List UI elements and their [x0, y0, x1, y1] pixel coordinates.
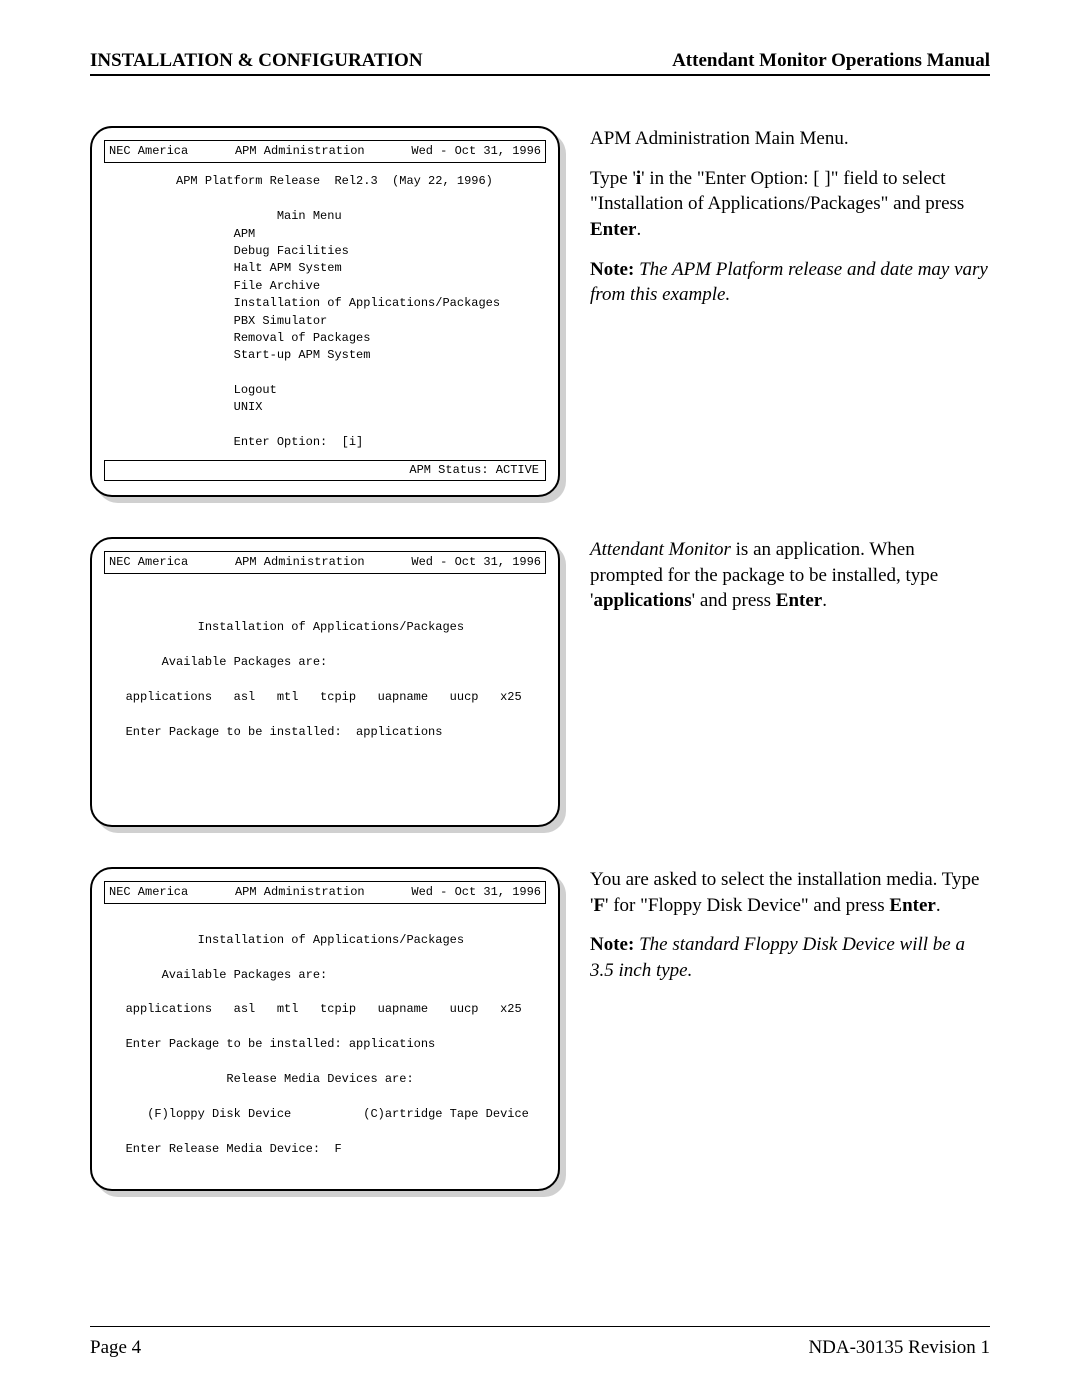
page-header: INSTALLATION & CONFIGURATION Attendant M…	[90, 50, 990, 74]
status-bar: APM Status: ACTIVE	[104, 460, 546, 481]
footer-rule	[90, 1326, 990, 1327]
page-footer: Page 4 NDA-30135 Revision 1	[90, 1337, 990, 1359]
footer-left: Page 4	[90, 1337, 141, 1359]
explain1-p1: APM Administration Main Menu.	[590, 126, 990, 152]
explain-1: APM Administration Main Menu. Type 'i' i…	[560, 126, 990, 322]
terminal-2-wrap: NEC America APM Administration Wed - Oct…	[90, 537, 560, 827]
term-date: Wed - Oct 31, 1996	[411, 143, 541, 160]
explain1-p2: Type 'i' in the "Enter Option: [ ]" fiel…	[590, 166, 990, 243]
page: INSTALLATION & CONFIGURATION Attendant M…	[0, 0, 1080, 1397]
terminal-header: NEC America APM Administration Wed - Oct…	[104, 551, 546, 574]
term-company: NEC America	[109, 143, 188, 160]
term-title: APM Administration	[235, 884, 365, 901]
section-3: NEC America APM Administration Wed - Oct…	[90, 867, 990, 1191]
section-1: NEC America APM Administration Wed - Oct…	[90, 126, 990, 497]
footer-right: NDA-30135 Revision 1	[808, 1337, 990, 1359]
terminal-2: NEC America APM Administration Wed - Oct…	[90, 537, 560, 827]
terminal-1: NEC America APM Administration Wed - Oct…	[90, 126, 560, 497]
header-rule	[90, 74, 990, 76]
terminal-header: NEC America APM Administration Wed - Oct…	[104, 881, 546, 904]
explain2-p1: Attendant Monitor is an application. Whe…	[590, 537, 990, 614]
terminal-3: NEC America APM Administration Wed - Oct…	[90, 867, 560, 1191]
explain1-note: Note: The APM Platform release and date …	[590, 257, 990, 308]
term-date: Wed - Oct 31, 1996	[411, 554, 541, 571]
header-right: Attendant Monitor Operations Manual	[672, 50, 990, 72]
section-2: NEC America APM Administration Wed - Oct…	[90, 537, 990, 827]
explain3-note: Note: The standard Floppy Disk Device wi…	[590, 932, 990, 983]
term-date: Wed - Oct 31, 1996	[411, 884, 541, 901]
terminal-3-wrap: NEC America APM Administration Wed - Oct…	[90, 867, 560, 1191]
term-title: APM Administration	[235, 143, 365, 160]
terminal-body: APM Platform Release Rel2.3 (May 22, 199…	[104, 173, 546, 451]
terminal-1-wrap: NEC America APM Administration Wed - Oct…	[90, 126, 560, 497]
explain-2: Attendant Monitor is an application. Whe…	[560, 537, 990, 628]
term-company: NEC America	[109, 554, 188, 571]
terminal-body: Installation of Applications/Packages Av…	[104, 914, 546, 1175]
header-left: INSTALLATION & CONFIGURATION	[90, 50, 423, 72]
terminal-body: Installation of Applications/Packages Av…	[104, 584, 546, 810]
terminal-header: NEC America APM Administration Wed - Oct…	[104, 140, 546, 163]
explain3-p1: You are asked to select the installation…	[590, 867, 990, 918]
explain-3: You are asked to select the installation…	[560, 867, 990, 998]
term-title: APM Administration	[235, 554, 365, 571]
term-company: NEC America	[109, 884, 188, 901]
